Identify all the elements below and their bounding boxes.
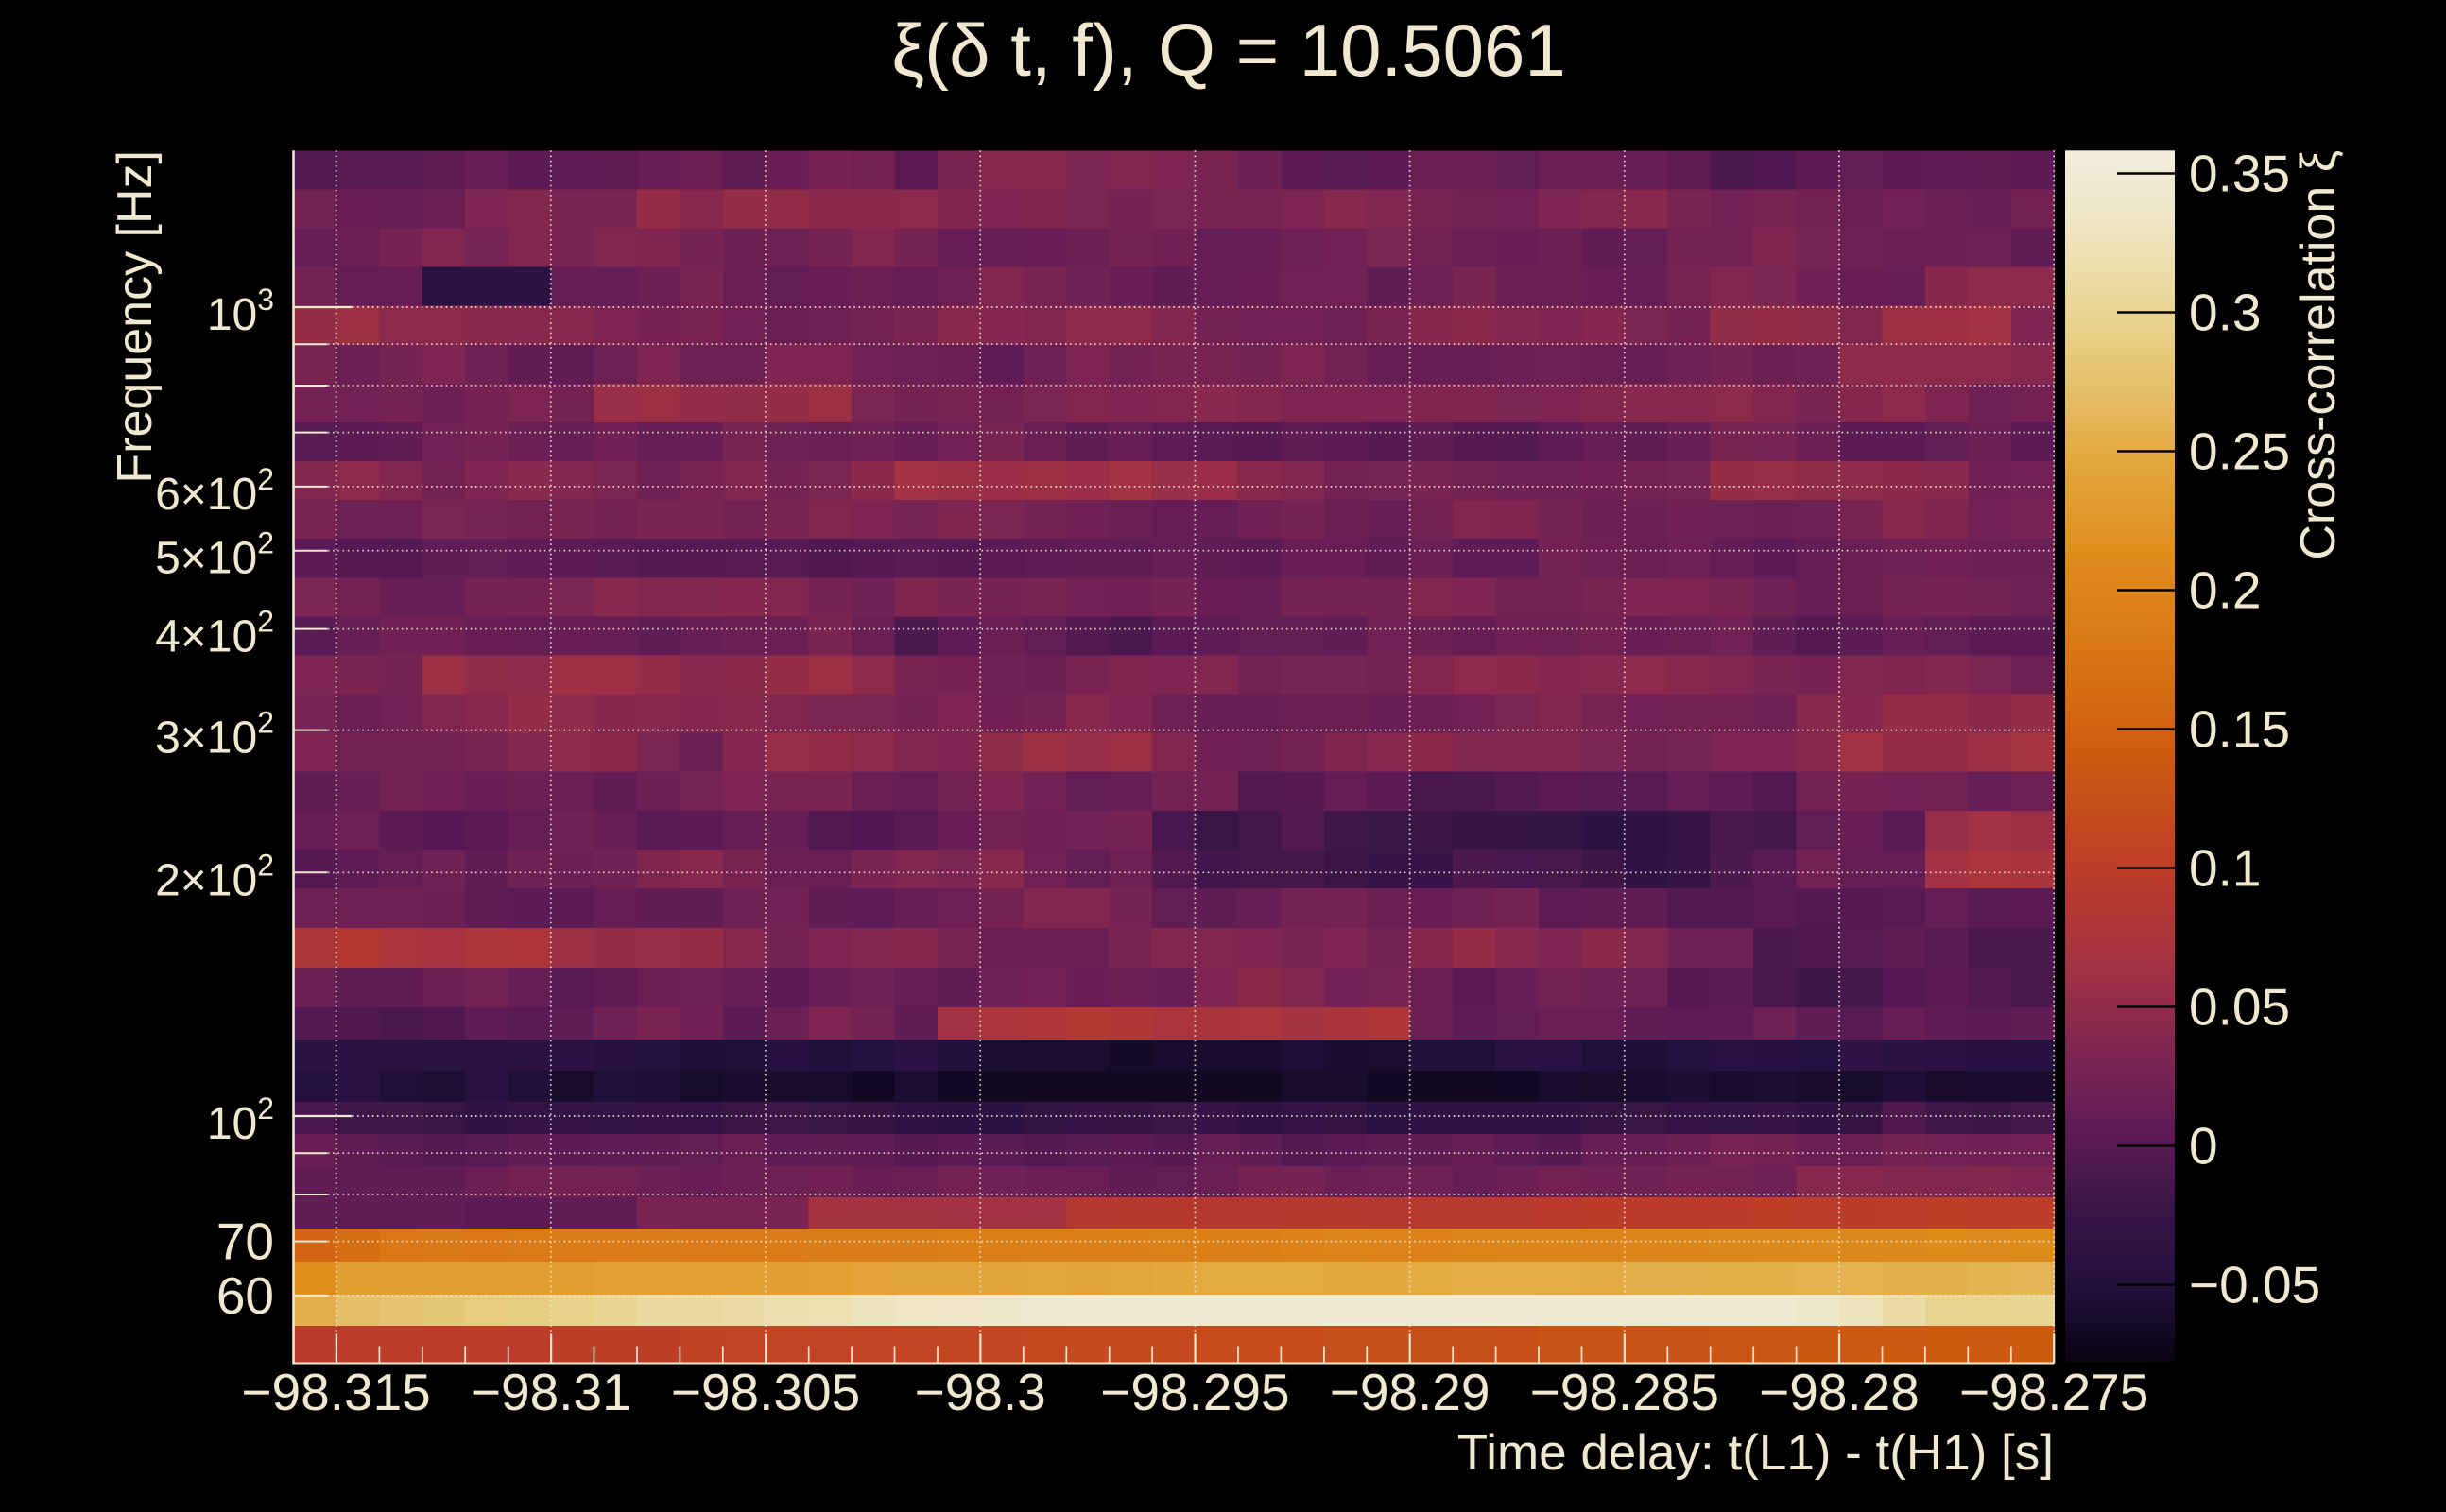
svg-text:4×102: 4×102 xyxy=(155,605,274,662)
svg-text:−98.315: −98.315 xyxy=(241,1363,430,1421)
svg-text:5×102: 5×102 xyxy=(155,526,274,584)
svg-text:6×102: 6×102 xyxy=(155,462,274,520)
svg-text:3×102: 3×102 xyxy=(155,706,274,764)
svg-text:0.35: 0.35 xyxy=(2189,145,2290,203)
svg-text:0.3: 0.3 xyxy=(2189,284,2261,342)
svg-text:0.2: 0.2 xyxy=(2189,561,2261,620)
svg-text:ξ(δ t, f), Q = 10.5061: ξ(δ t, f), Q = 10.5061 xyxy=(891,9,1566,92)
svg-text:−98.29: −98.29 xyxy=(1330,1363,1490,1421)
svg-text:−98.31: −98.31 xyxy=(471,1363,631,1421)
svg-text:−98.295: −98.295 xyxy=(1100,1363,1289,1421)
svg-text:0.15: 0.15 xyxy=(2189,700,2290,759)
svg-text:−98.28: −98.28 xyxy=(1759,1363,1920,1421)
svg-text:Cross-correlation ξ: Cross-correlation ξ xyxy=(2291,150,2346,560)
svg-text:0.25: 0.25 xyxy=(2189,422,2290,481)
svg-text:−98.285: −98.285 xyxy=(1530,1363,1719,1421)
svg-text:−98.275: −98.275 xyxy=(1959,1363,2148,1421)
svg-text:0.05: 0.05 xyxy=(2189,978,2290,1037)
svg-text:Time delay: t(L1) - t(H1) [s]: Time delay: t(L1) - t(H1) [s] xyxy=(1457,1425,2054,1481)
svg-text:70: 70 xyxy=(216,1212,274,1271)
svg-text:0.1: 0.1 xyxy=(2189,839,2261,898)
svg-text:−98.305: −98.305 xyxy=(671,1363,860,1421)
svg-text:0: 0 xyxy=(2189,1117,2218,1176)
svg-text:2×102: 2×102 xyxy=(155,848,274,905)
svg-text:Frequency [Hz]: Frequency [Hz] xyxy=(108,150,163,484)
svg-text:−0.05: −0.05 xyxy=(2189,1256,2320,1314)
svg-text:60: 60 xyxy=(216,1266,274,1325)
svg-text:−98.3: −98.3 xyxy=(915,1363,1046,1421)
